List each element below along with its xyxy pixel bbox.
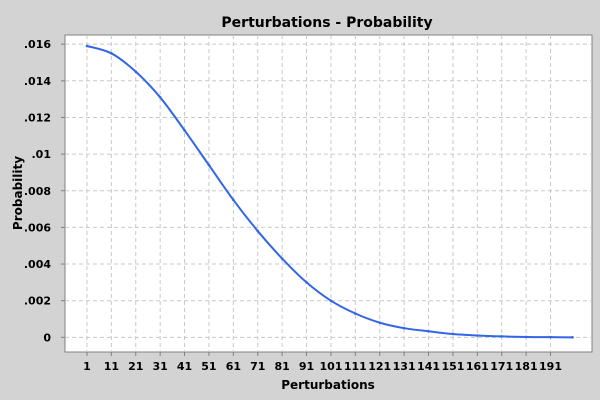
data-point [402,326,406,330]
y-tick-label: .01 [32,148,52,161]
data-point [500,335,504,338]
data-point [524,335,528,339]
chart-title: Perturbations - Probability [221,15,432,31]
x-tick-label: 31 [152,360,167,373]
grid [65,35,592,352]
data-point [451,332,455,336]
y-tick-label: .014 [24,75,51,88]
x-tick-label: 11 [104,360,119,373]
data-point [85,44,89,48]
x-tick-label: 71 [250,360,265,373]
x-tick-label: 131 [393,360,416,373]
data-point [183,128,186,132]
y-axis-ticks: 0 .002 .004 .006 .008 .01 .012 .014 .016 [24,38,65,344]
x-tick-label: 61 [226,360,241,373]
x-tick-label: 141 [417,360,440,373]
data-point [134,70,138,73]
data-point [329,299,333,302]
series-layer [85,44,574,339]
data-point [354,312,357,315]
data-point [571,336,574,339]
y-tick-label: .002 [24,295,51,308]
x-tick-label: 41 [177,360,192,373]
data-point [256,229,260,233]
x-tick-label: 91 [299,360,314,373]
x-tick-label: 21 [128,360,143,373]
data-point [476,334,479,337]
data-point [158,96,162,99]
data-point [280,257,284,260]
x-tick-label: 111 [344,360,367,373]
y-tick-label: .012 [24,111,51,124]
x-tick-label: 81 [274,360,289,373]
x-tick-label: 191 [539,360,562,373]
x-tick-label: 151 [441,360,464,373]
y-tick-label: 0 [43,331,51,344]
x-tick-label: 51 [201,360,216,373]
x-tick-label: 181 [515,360,538,373]
x-axis-ticks: 1 11 21 31 41 51 61 71 81 91 101 111 121 131 141 151 161… [83,352,562,373]
y-tick-label: .016 [24,38,51,51]
x-axis-label: Perturbations [281,378,375,392]
data-point [549,335,552,339]
data-point [305,281,308,284]
x-tick-label: 1 [83,360,91,373]
y-tick-label: .004 [24,258,51,271]
data-point [427,329,430,333]
data-point [232,198,235,202]
x-tick-label: 161 [466,360,489,373]
x-tick-label: 101 [319,360,342,373]
data-point [207,163,211,167]
x-tick-label: 121 [368,360,391,373]
plot-area [64,34,593,353]
y-axis-label: Probability [11,156,25,230]
data-point [110,52,113,55]
x-tick-label: 171 [490,360,513,373]
y-tick-label: .006 [24,221,51,234]
y-tick-label: .008 [24,185,51,198]
data-point [378,321,382,324]
